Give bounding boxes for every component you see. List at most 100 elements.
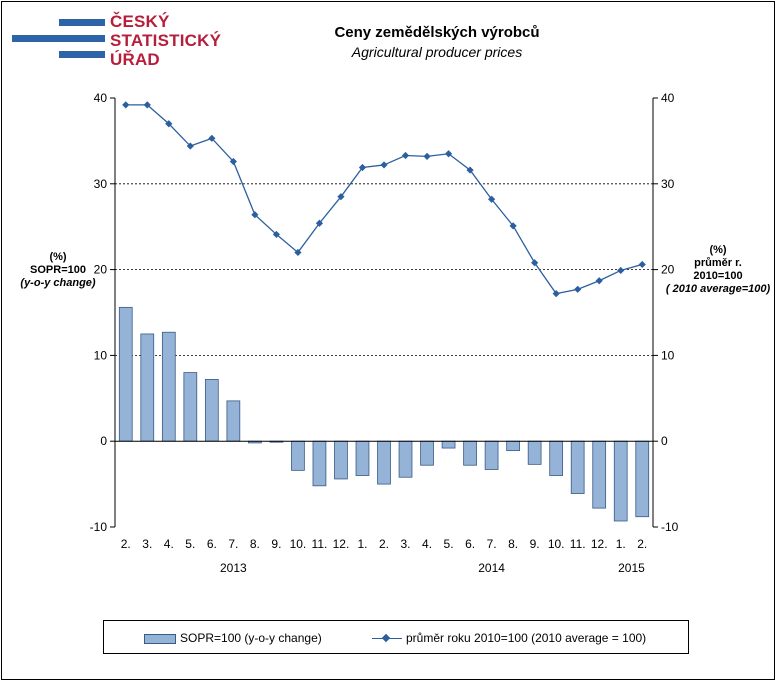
x-tick-label: 6. <box>465 537 475 551</box>
bar <box>161 331 176 442</box>
bar <box>334 440 348 480</box>
x-tick-label: 7. <box>487 537 497 551</box>
right-axis-label: (%) průměr r. 2010=100 ( 2010 average=10… <box>662 244 774 296</box>
line-marker <box>294 248 302 257</box>
left-tick-label: -10 <box>90 520 108 534</box>
x-tick-label: 12. <box>591 537 608 551</box>
bar <box>355 440 370 476</box>
x-tick-label: 8. <box>508 537 518 551</box>
line-marker <box>165 120 173 128</box>
bar <box>118 306 133 442</box>
bar <box>549 440 564 476</box>
bar <box>613 440 628 522</box>
bar <box>441 440 456 449</box>
line-marker <box>488 195 496 203</box>
year-label: 2014 <box>478 561 505 575</box>
x-tick-label: 11. <box>312 537 328 551</box>
chart-title: Ceny zemědělských výrobců <box>334 24 540 41</box>
logo-bar <box>59 51 105 58</box>
logo-line-2: STATISTICKÝ <box>110 31 222 50</box>
x-tick-label: 2. <box>121 537 131 551</box>
right-tick-label: -10 <box>661 520 679 534</box>
x-tick-label: 1. <box>616 537 626 551</box>
line-marker <box>143 101 151 109</box>
bar <box>570 440 585 494</box>
legend-line-label: průměr roku 2010=100 (2010 average = 100… <box>406 631 647 645</box>
line-marker <box>466 166 474 174</box>
line-marker <box>509 222 517 230</box>
bar <box>527 440 542 465</box>
x-tick-label: 6. <box>207 537 217 551</box>
bar <box>312 440 327 487</box>
line-marker <box>638 260 646 269</box>
x-tick-label: 12. <box>333 537 350 551</box>
x-tick-label: 10. <box>290 537 307 551</box>
bar <box>204 379 219 442</box>
left-tick-label: 30 <box>94 177 108 191</box>
legend-item-bars: SOPR=100 (y-o-y change) <box>144 631 322 645</box>
logo-bar <box>12 35 105 42</box>
x-tick-label: 3. <box>142 537 152 551</box>
bar <box>506 440 520 452</box>
logo-line-1: ČESKÝ <box>110 12 170 31</box>
chart-subtitle: Agricultural producer prices <box>351 44 523 60</box>
x-tick-label: 1. <box>357 537 367 551</box>
line-marker <box>122 101 130 109</box>
bar <box>140 333 155 442</box>
line-marker <box>531 259 539 267</box>
x-tick-label: 9. <box>271 537 281 551</box>
right-axis-label-line: 2010=100 <box>693 270 743 282</box>
x-tick-label: 9. <box>530 537 540 551</box>
x-tick-label: 11. <box>570 537 586 551</box>
x-tick-label: 7. <box>228 537 238 551</box>
line-marker <box>358 163 367 172</box>
left-axis-label-line: (%) <box>49 251 67 263</box>
x-tick-label: 2. <box>637 537 647 551</box>
line-marker <box>186 142 194 150</box>
logo-bar <box>59 19 105 26</box>
x-tick-label: 8. <box>250 537 260 551</box>
x-tick-label: 5. <box>444 537 454 551</box>
line-marker <box>315 219 324 227</box>
left-tick-label: 20 <box>94 263 108 277</box>
right-tick-label: 30 <box>661 177 675 191</box>
x-tick-label: 3. <box>401 537 411 551</box>
logo-wordmark: ČESKÝ STATISTICKÝ ÚŘAD <box>110 12 221 69</box>
right-axis-label-line: ( 2010 average=100) <box>665 283 771 295</box>
bar <box>592 440 607 509</box>
bar <box>183 372 198 442</box>
bar <box>484 440 499 470</box>
x-tick-label: 4. <box>164 537 174 551</box>
x-tick-label: 5. <box>185 537 195 551</box>
left-axis-label-line: SOPR=100 <box>30 264 86 276</box>
year-label: 2013 <box>220 561 247 575</box>
x-tick-label: 10. <box>548 537 565 551</box>
right-axis-label-line: průměr r. <box>694 257 742 269</box>
line-series <box>125 104 643 295</box>
bar <box>226 400 241 442</box>
line-marker <box>595 277 603 285</box>
line-marker <box>552 290 560 298</box>
right-tick-label: 40 <box>661 91 675 105</box>
legend-item-line: průměr roku 2010=100 (2010 average = 100… <box>372 631 646 645</box>
bar <box>420 440 434 466</box>
bar <box>463 440 477 466</box>
x-tick-label: 4. <box>422 537 432 551</box>
left-axis-label: (%) SOPR=100 (y-o-y change) <box>8 251 108 290</box>
left-tick-label: 40 <box>94 91 108 105</box>
line-marker <box>444 150 453 158</box>
year-label: 2015 <box>618 561 645 575</box>
line-marker <box>251 211 259 219</box>
bar <box>291 440 305 471</box>
legend-bar-swatch <box>144 633 176 644</box>
bar <box>377 440 391 485</box>
logo-line-3: ÚŘAD <box>110 50 160 69</box>
legend-diamond-marker <box>381 633 391 643</box>
line-marker <box>423 152 431 160</box>
czso-logo: ČESKÝ STATISTICKÝ ÚŘAD <box>12 12 222 72</box>
legend: SOPR=100 (y-o-y change) průměr roku 2010… <box>103 620 689 654</box>
left-axis-label-line: (y-o-y change) <box>20 277 96 289</box>
line-marker <box>229 157 237 166</box>
